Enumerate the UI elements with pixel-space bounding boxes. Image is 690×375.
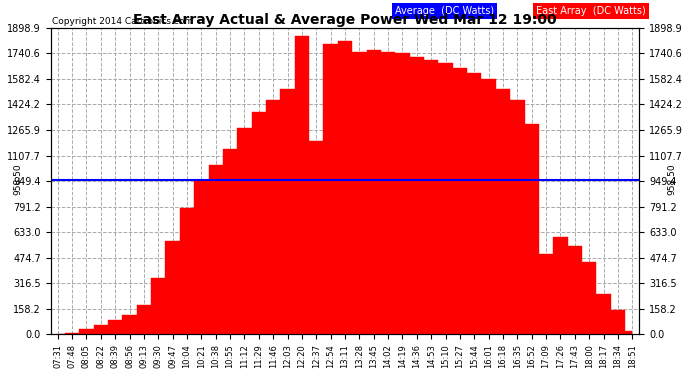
Text: East Array  (DC Watts): East Array (DC Watts): [536, 6, 646, 16]
Text: 958.50: 958.50: [667, 164, 676, 195]
Title: East Array Actual & Average Power Wed Mar 12 19:00: East Array Actual & Average Power Wed Ma…: [133, 13, 557, 27]
Text: 958.50: 958.50: [14, 164, 23, 195]
Text: Average  (DC Watts): Average (DC Watts): [395, 6, 494, 16]
Text: Copyright 2014 Cartronics.com: Copyright 2014 Cartronics.com: [52, 17, 193, 26]
